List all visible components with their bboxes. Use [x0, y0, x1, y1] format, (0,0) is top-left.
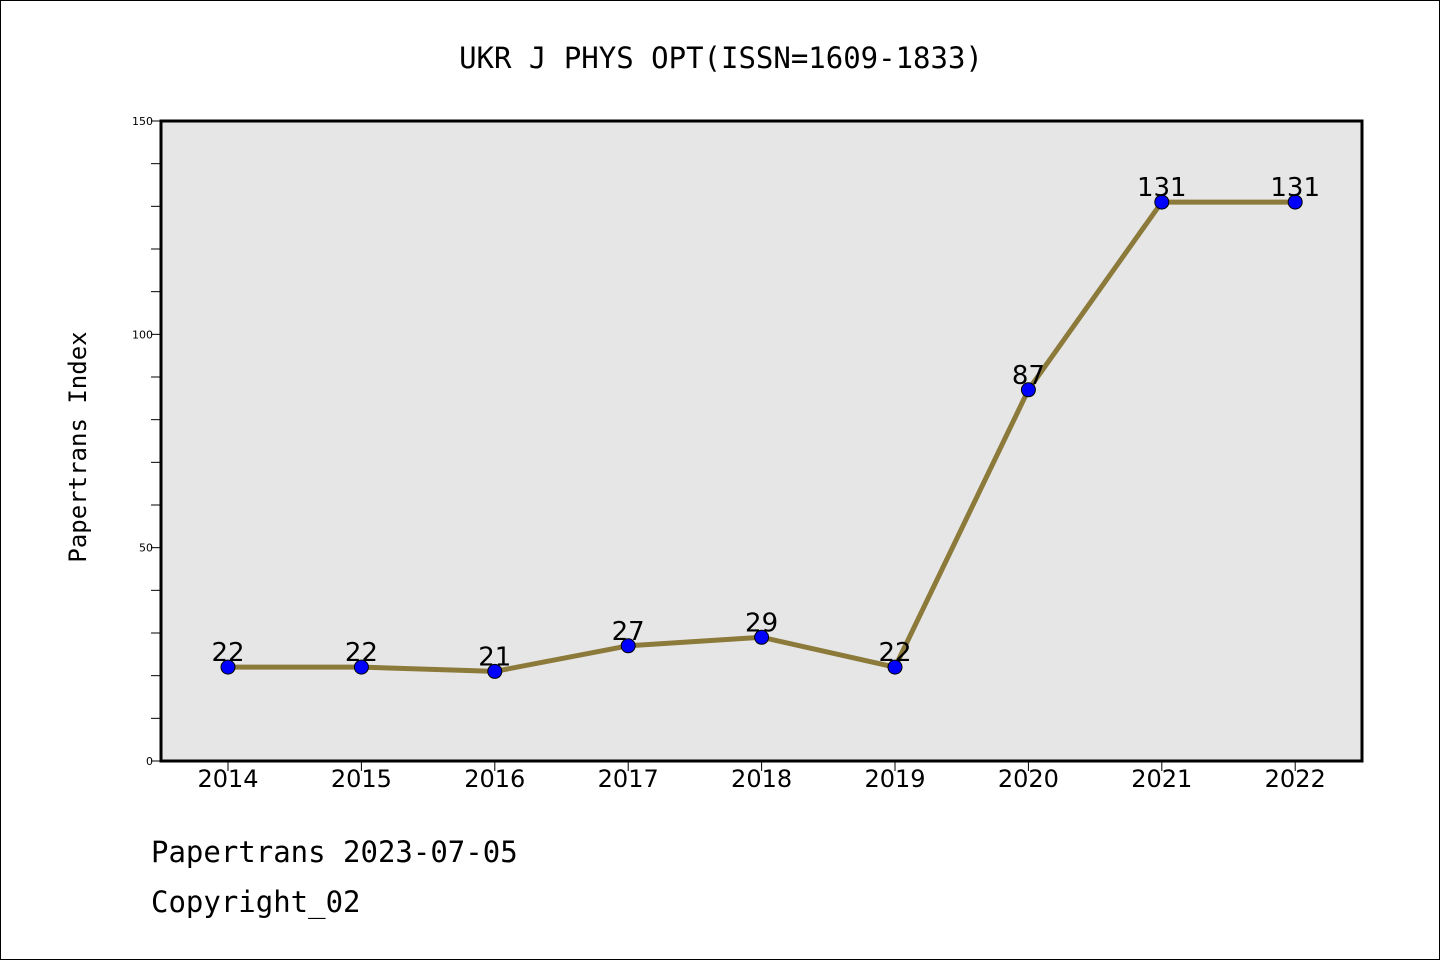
data-point: [754, 629, 770, 645]
data-point: [353, 659, 369, 675]
x-tick-label: 2022: [1265, 765, 1326, 793]
data-point: [487, 663, 503, 679]
y-axis-label: Papertrans Index: [64, 331, 92, 562]
chart-title: UKR J PHYS OPT(ISSN=1609-1833): [459, 41, 983, 75]
footer-date: Papertrans 2023-07-05: [151, 835, 518, 869]
footer-copyright: Copyright_02: [151, 885, 361, 919]
y-tick-label: 100: [132, 328, 153, 341]
y-tick-label: 0: [146, 755, 153, 768]
data-label: 21: [478, 642, 511, 672]
series-markers: [220, 194, 1303, 679]
data-point: [1154, 194, 1170, 210]
data-point: [887, 659, 903, 675]
data-label: 22: [878, 638, 911, 668]
data-point: [1020, 382, 1036, 398]
data-labels: 22 22 21 27 29 22 87 131 131: [211, 173, 1320, 672]
x-tick-label: 2020: [998, 765, 1059, 793]
data-point: [620, 638, 636, 654]
x-tick-label: 2021: [1131, 765, 1192, 793]
axis-ticks: 0 50 100 150 2014 2015 2016 2017 2018 2019 2020 202…: [132, 115, 1326, 793]
x-tick-label: 2014: [197, 765, 258, 793]
x-tick-label: 2019: [864, 765, 925, 793]
data-label: 131: [1270, 173, 1320, 203]
data-label: 87: [1012, 361, 1045, 391]
data-label: 27: [612, 617, 645, 647]
data-label: 131: [1137, 173, 1187, 203]
data-label: 29: [745, 608, 778, 638]
x-tick-label: 2018: [731, 765, 792, 793]
plot-area: [161, 121, 1362, 761]
plot-border: [159, 119, 1364, 763]
y-tick-label: 50: [139, 542, 153, 555]
x-tick-label: 2015: [331, 765, 392, 793]
y-tick-label: 150: [132, 115, 153, 128]
data-label: 22: [211, 638, 244, 668]
data-label: 22: [345, 638, 378, 668]
x-tick-label: 2017: [598, 765, 659, 793]
x-tick-label: 2016: [464, 765, 525, 793]
data-point: [220, 659, 236, 675]
data-point: [1287, 194, 1303, 210]
